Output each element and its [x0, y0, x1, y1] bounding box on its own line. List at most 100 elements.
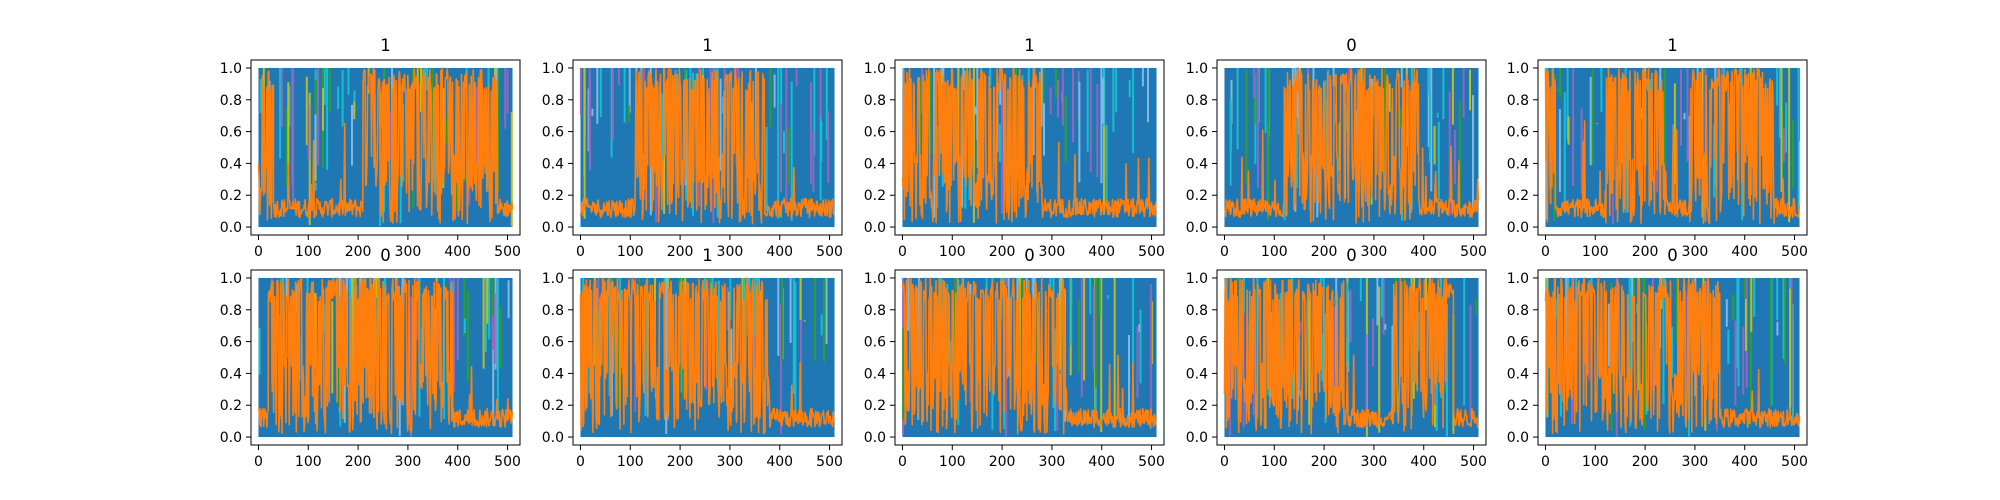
x-tick-label: 500	[1460, 244, 1487, 260]
plot-area	[258, 278, 512, 437]
y-tick-label: 0.8	[220, 303, 242, 319]
plot-area	[1545, 68, 1799, 227]
x-tick-label: 400	[766, 244, 793, 260]
y-tick-label: 0.6	[220, 125, 242, 141]
x-tick-label: 0	[1541, 244, 1550, 260]
x-tick-label: 400	[1088, 454, 1115, 470]
x-tick-label: 0	[898, 244, 907, 260]
y-tick-label: 0.0	[1186, 220, 1208, 236]
y-tick-label: 0.4	[1507, 156, 1529, 172]
y-tick-label: 1.0	[542, 61, 564, 77]
y-tick-label: 0.4	[1507, 366, 1529, 382]
y-tick-label: 0.2	[1507, 398, 1529, 414]
y-tick-label: 1.0	[542, 271, 564, 287]
subplot-8: 0 100 200 300 400 5000.00.20.40.60.81.00	[864, 246, 1165, 470]
subplot-3: 0 100 200 300 400 5000.00.20.40.60.81.01	[864, 36, 1165, 260]
subplot-10: 0 100 200 300 400 5000.00.20.40.60.81.00	[1507, 246, 1808, 470]
y-tick-label: 0.4	[542, 156, 564, 172]
x-tick-label: 100	[295, 244, 322, 260]
x-tick-label: 500	[494, 244, 521, 260]
y-tick-label: 0.0	[542, 430, 564, 446]
y-tick-label: 1.0	[864, 61, 886, 77]
y-tick-label: 1.0	[220, 61, 242, 77]
x-tick-label: 300	[1039, 244, 1066, 260]
x-tick-label: 100	[1582, 244, 1609, 260]
x-tick-label: 300	[1682, 244, 1709, 260]
y-tick-label: 0.2	[542, 188, 564, 204]
subplot-title: 1	[702, 246, 713, 265]
x-tick-label: 200	[1311, 244, 1338, 260]
x-tick-label: 300	[395, 244, 422, 260]
x-tick-label: 300	[1682, 454, 1709, 470]
y-tick-label: 0.4	[864, 156, 886, 172]
x-tick-label: 400	[444, 244, 471, 260]
x-tick-label: 500	[816, 244, 843, 260]
x-tick-label: 400	[766, 454, 793, 470]
plot-area	[902, 278, 1156, 437]
x-tick-label: 200	[989, 244, 1016, 260]
subplot-6: 0 100 200 300 400 5000.00.20.40.60.81.00	[220, 246, 521, 470]
x-tick-label: 200	[667, 244, 694, 260]
y-tick-label: 0.8	[1507, 303, 1529, 319]
x-tick-label: 300	[1361, 454, 1388, 470]
x-tick-label: 300	[717, 244, 744, 260]
x-tick-label: 500	[1460, 454, 1487, 470]
y-tick-label: 0.4	[542, 366, 564, 382]
y-tick-label: 1.0	[864, 271, 886, 287]
y-tick-label: 0.0	[220, 430, 242, 446]
x-tick-label: 400	[1731, 244, 1758, 260]
y-tick-label: 0.8	[220, 93, 242, 109]
x-tick-label: 500	[816, 454, 843, 470]
y-tick-label: 0.8	[1186, 303, 1208, 319]
x-tick-label: 0	[254, 454, 263, 470]
y-tick-label: 0.6	[1507, 335, 1529, 351]
x-tick-label: 100	[295, 454, 322, 470]
x-tick-label: 500	[1781, 244, 1808, 260]
x-tick-label: 100	[1261, 454, 1288, 470]
y-tick-label: 0.2	[220, 188, 242, 204]
x-tick-label: 200	[345, 244, 372, 260]
subplot-title: 0	[1346, 246, 1357, 265]
y-tick-label: 0.8	[864, 303, 886, 319]
y-tick-label: 0.0	[864, 220, 886, 236]
y-tick-label: 0.4	[1186, 366, 1208, 382]
x-tick-label: 400	[1731, 454, 1758, 470]
x-tick-label: 0	[1220, 454, 1229, 470]
y-tick-label: 0.2	[1186, 398, 1208, 414]
y-tick-label: 0.2	[220, 398, 242, 414]
x-tick-label: 100	[939, 454, 966, 470]
x-tick-label: 300	[717, 454, 744, 470]
subplot-9: 0 100 200 300 400 500 0.0 0.2 0.4 0.6 0.8 1.0 0	[1186, 246, 1487, 470]
y-tick-label: 1.0	[1507, 61, 1529, 77]
y-tick-label: 0.2	[542, 398, 564, 414]
subplot-title: 1	[1667, 36, 1678, 55]
y-tick-label: 0.6	[864, 335, 886, 351]
y-tick-label: 0.0	[542, 220, 564, 236]
x-tick-label: 500	[1138, 244, 1165, 260]
y-tick-label: 1.0	[1186, 61, 1208, 77]
subplot-title: 0	[1024, 246, 1035, 265]
subplot-title: 1	[702, 36, 713, 55]
y-tick-label: 0.0	[220, 220, 242, 236]
y-tick-label: 0.2	[1186, 188, 1208, 204]
x-tick-label: 500	[494, 454, 521, 470]
subplot-title: 0	[1667, 246, 1678, 265]
subplot-title: 0	[380, 246, 391, 265]
x-tick-label: 200	[1632, 244, 1659, 260]
x-tick-label: 200	[1632, 454, 1659, 470]
plot-area	[580, 278, 834, 437]
subplot-title: 1	[380, 36, 391, 55]
x-tick-label: 0	[576, 454, 585, 470]
subplot-title: 1	[1024, 36, 1035, 55]
x-tick-label: 0	[576, 244, 585, 260]
plot-area	[1545, 278, 1799, 437]
y-tick-label: 0.8	[1186, 93, 1208, 109]
y-tick-label: 0.6	[1507, 125, 1529, 141]
y-tick-label: 0.6	[220, 335, 242, 351]
y-tick-label: 0.4	[1186, 156, 1208, 172]
y-tick-label: 0.0	[1186, 430, 1208, 446]
x-tick-label: 500	[1138, 454, 1165, 470]
y-tick-label: 0.6	[1186, 125, 1208, 141]
y-tick-label: 0.8	[1507, 93, 1529, 109]
x-tick-label: 0	[898, 454, 907, 470]
